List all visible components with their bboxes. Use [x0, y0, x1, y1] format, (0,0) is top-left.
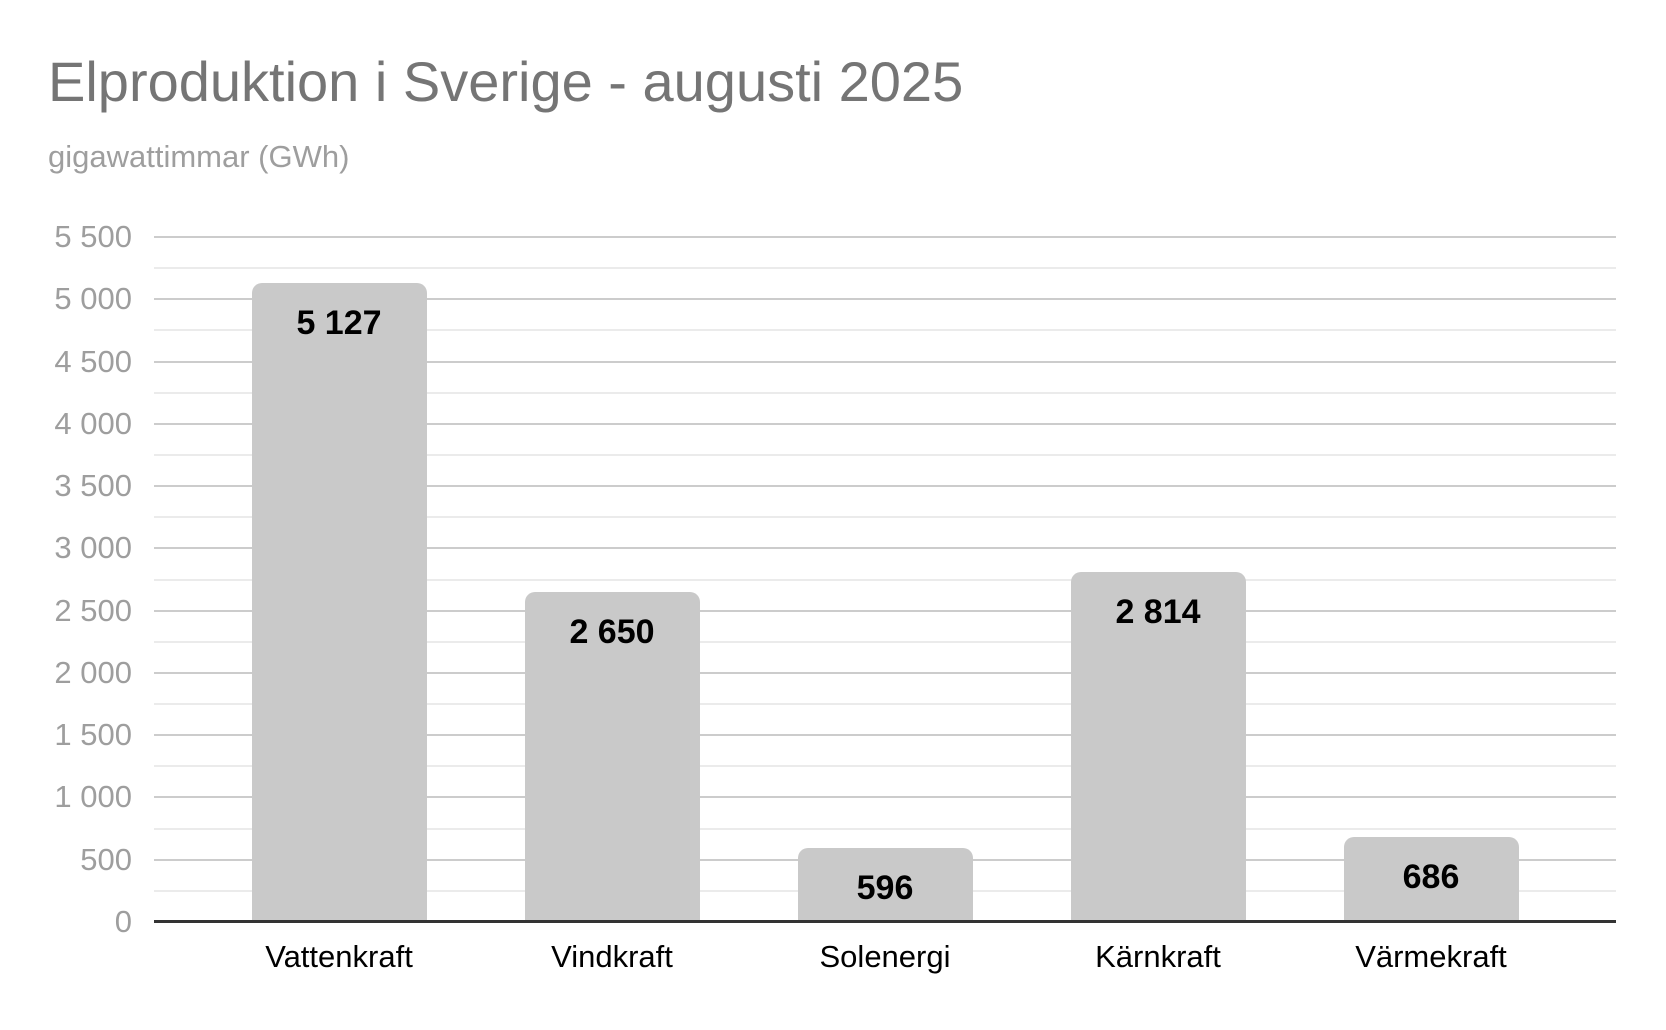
gridline-major — [154, 796, 1616, 799]
bar-kärnkraft — [1070, 571, 1246, 922]
gridline-minor — [154, 703, 1616, 706]
gridline-minor — [154, 267, 1616, 270]
y-axis-tick-label: 2 500 — [54, 592, 132, 628]
x-axis-category-label: Kärnkraft — [1095, 939, 1221, 974]
bar-value-label: 686 — [1402, 857, 1460, 896]
chart-title: Elproduktion i Sverige - augusti 2025 — [48, 50, 964, 113]
gridline-minor — [154, 578, 1616, 581]
gridline-major — [154, 422, 1616, 425]
y-axis-tick-label: 0 — [114, 904, 132, 939]
gridline-major — [154, 609, 1616, 612]
plot-area: 5 127 2 650 596 2 814 686 — [154, 236, 1616, 922]
bar-value-label: 5 127 — [296, 304, 382, 343]
y-axis-tick-label: 4 000 — [54, 405, 132, 441]
x-axis-category-label: Värmekraft — [1355, 939, 1507, 974]
gridline-major — [154, 360, 1616, 363]
y-axis-tick-label: 4 500 — [54, 343, 132, 379]
gridline-minor — [154, 391, 1616, 394]
bar-value-label: 596 — [856, 868, 914, 907]
bar-vattenkraft — [251, 283, 427, 922]
gridline-minor — [154, 827, 1616, 830]
x-axis-category-label: Solenergi — [819, 939, 951, 974]
y-axis-tick-label: 500 — [80, 841, 132, 877]
gridline-minor — [154, 765, 1616, 768]
bar-value-label: 2 650 — [569, 612, 655, 651]
y-axis-tick-label: 3 500 — [54, 468, 132, 504]
gridline-major — [154, 298, 1616, 301]
bar-solenergi — [797, 847, 973, 922]
y-axis-tick-label: 5 000 — [54, 281, 132, 317]
gridline-major — [154, 485, 1616, 488]
gridline-major — [154, 236, 1616, 238]
gridline-minor — [154, 640, 1616, 643]
x-axis-baseline — [154, 920, 1616, 923]
y-axis-tick-label: 1 500 — [54, 717, 132, 753]
gridline-major — [154, 547, 1616, 550]
gridline-minor — [154, 329, 1616, 332]
chart-subtitle: gigawattimmar (GWh) — [48, 139, 350, 174]
bar-vindkraft — [524, 591, 700, 922]
gridline-minor — [154, 453, 1616, 456]
bar-value-label: 2 814 — [1115, 592, 1201, 631]
gridline-major — [154, 734, 1616, 737]
x-axis-category-label: Vattenkraft — [265, 939, 413, 974]
x-axis-category-label: Vindkraft — [551, 939, 673, 974]
bar-värmekraft — [1343, 836, 1519, 922]
y-axis-tick-label: 3 000 — [54, 530, 132, 566]
gridline-major — [154, 671, 1616, 674]
gridline-minor — [154, 516, 1616, 519]
y-axis-tick-label: 1 000 — [54, 779, 132, 815]
y-axis-tick-label: 2 000 — [54, 654, 132, 690]
y-axis-tick-label: 5 500 — [54, 219, 132, 254]
